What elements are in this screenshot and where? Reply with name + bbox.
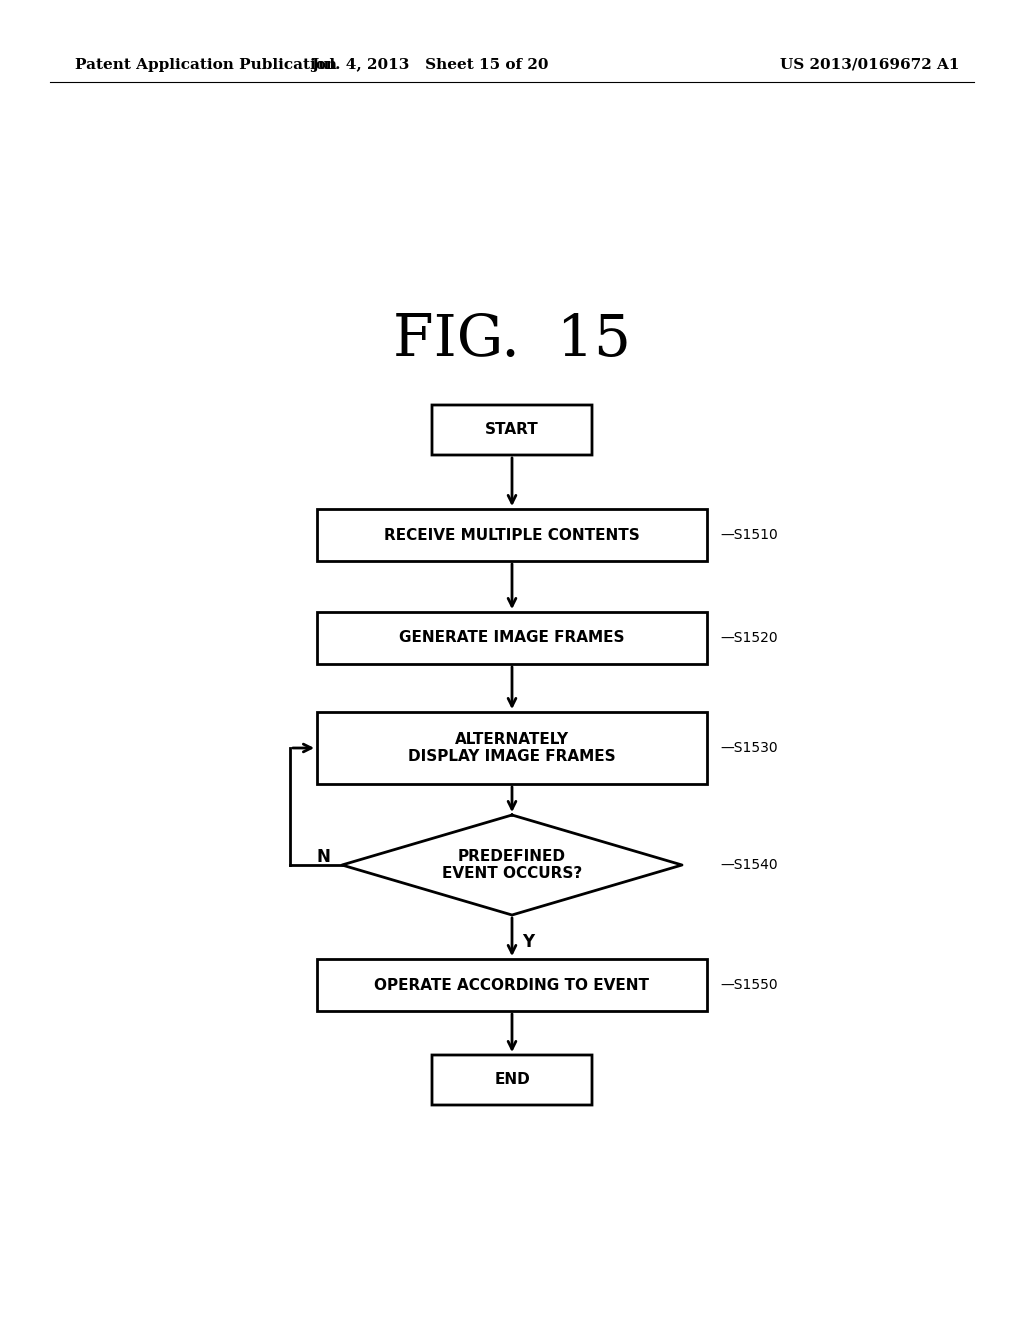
Bar: [317, 960, 707, 1011]
Text: —S1550: —S1550: [720, 978, 777, 993]
Polygon shape: [342, 814, 682, 915]
FancyBboxPatch shape: [432, 405, 592, 455]
FancyBboxPatch shape: [432, 1055, 592, 1105]
Text: PREDEFINED
EVENT OCCURS?: PREDEFINED EVENT OCCURS?: [442, 849, 582, 882]
Text: START: START: [485, 422, 539, 437]
Text: Patent Application Publication: Patent Application Publication: [75, 58, 337, 73]
Text: GENERATE IMAGE FRAMES: GENERATE IMAGE FRAMES: [399, 631, 625, 645]
Bar: [317, 711, 707, 784]
Text: END: END: [495, 1072, 529, 1088]
Text: —S1540: —S1540: [720, 858, 777, 873]
Text: RECEIVE MULTIPLE CONTENTS: RECEIVE MULTIPLE CONTENTS: [384, 528, 640, 543]
Text: —S1520: —S1520: [720, 631, 777, 645]
Text: ALTERNATELY
DISPLAY IMAGE FRAMES: ALTERNATELY DISPLAY IMAGE FRAMES: [409, 731, 615, 764]
Text: FIG.  15: FIG. 15: [393, 312, 631, 368]
Text: —S1530: —S1530: [720, 741, 777, 755]
Text: Y: Y: [522, 933, 535, 950]
Text: N: N: [316, 847, 330, 866]
Text: OPERATE ACCORDING TO EVENT: OPERATE ACCORDING TO EVENT: [375, 978, 649, 993]
Text: US 2013/0169672 A1: US 2013/0169672 A1: [780, 58, 959, 73]
Text: Jul. 4, 2013   Sheet 15 of 20: Jul. 4, 2013 Sheet 15 of 20: [311, 58, 549, 73]
Text: —S1510: —S1510: [720, 528, 778, 543]
Bar: [317, 612, 707, 664]
Bar: [317, 510, 707, 561]
